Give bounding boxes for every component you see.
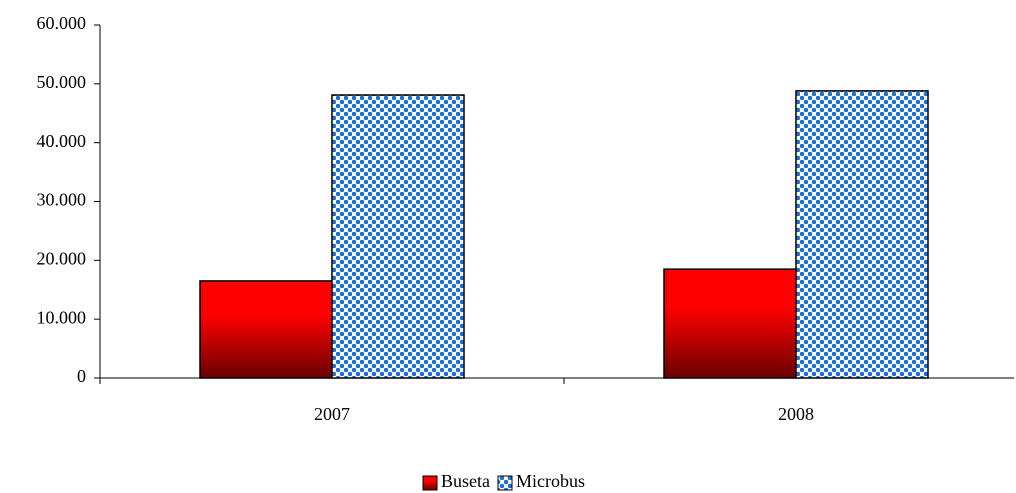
y-tick-label: 20.000 — [37, 248, 87, 268]
y-tick-label: 50.000 — [37, 72, 87, 92]
y-tick-label: 10.000 — [37, 307, 87, 327]
bar — [199, 280, 333, 379]
y-tick-label: 40.000 — [37, 131, 87, 151]
legend-label: Buseta — [441, 471, 490, 491]
x-tick-label: 2007 — [314, 404, 350, 424]
x-tick-label: 2008 — [778, 404, 814, 424]
bar — [331, 94, 465, 379]
y-tick-label: 30.000 — [37, 190, 87, 210]
bar — [663, 268, 797, 379]
legend-swatch — [497, 475, 513, 491]
y-tick-label: 0 — [77, 366, 86, 386]
legend-swatch — [422, 475, 438, 491]
legend-label: Microbus — [516, 471, 585, 491]
bar — [795, 90, 929, 379]
y-tick-label: 60.000 — [37, 13, 87, 33]
